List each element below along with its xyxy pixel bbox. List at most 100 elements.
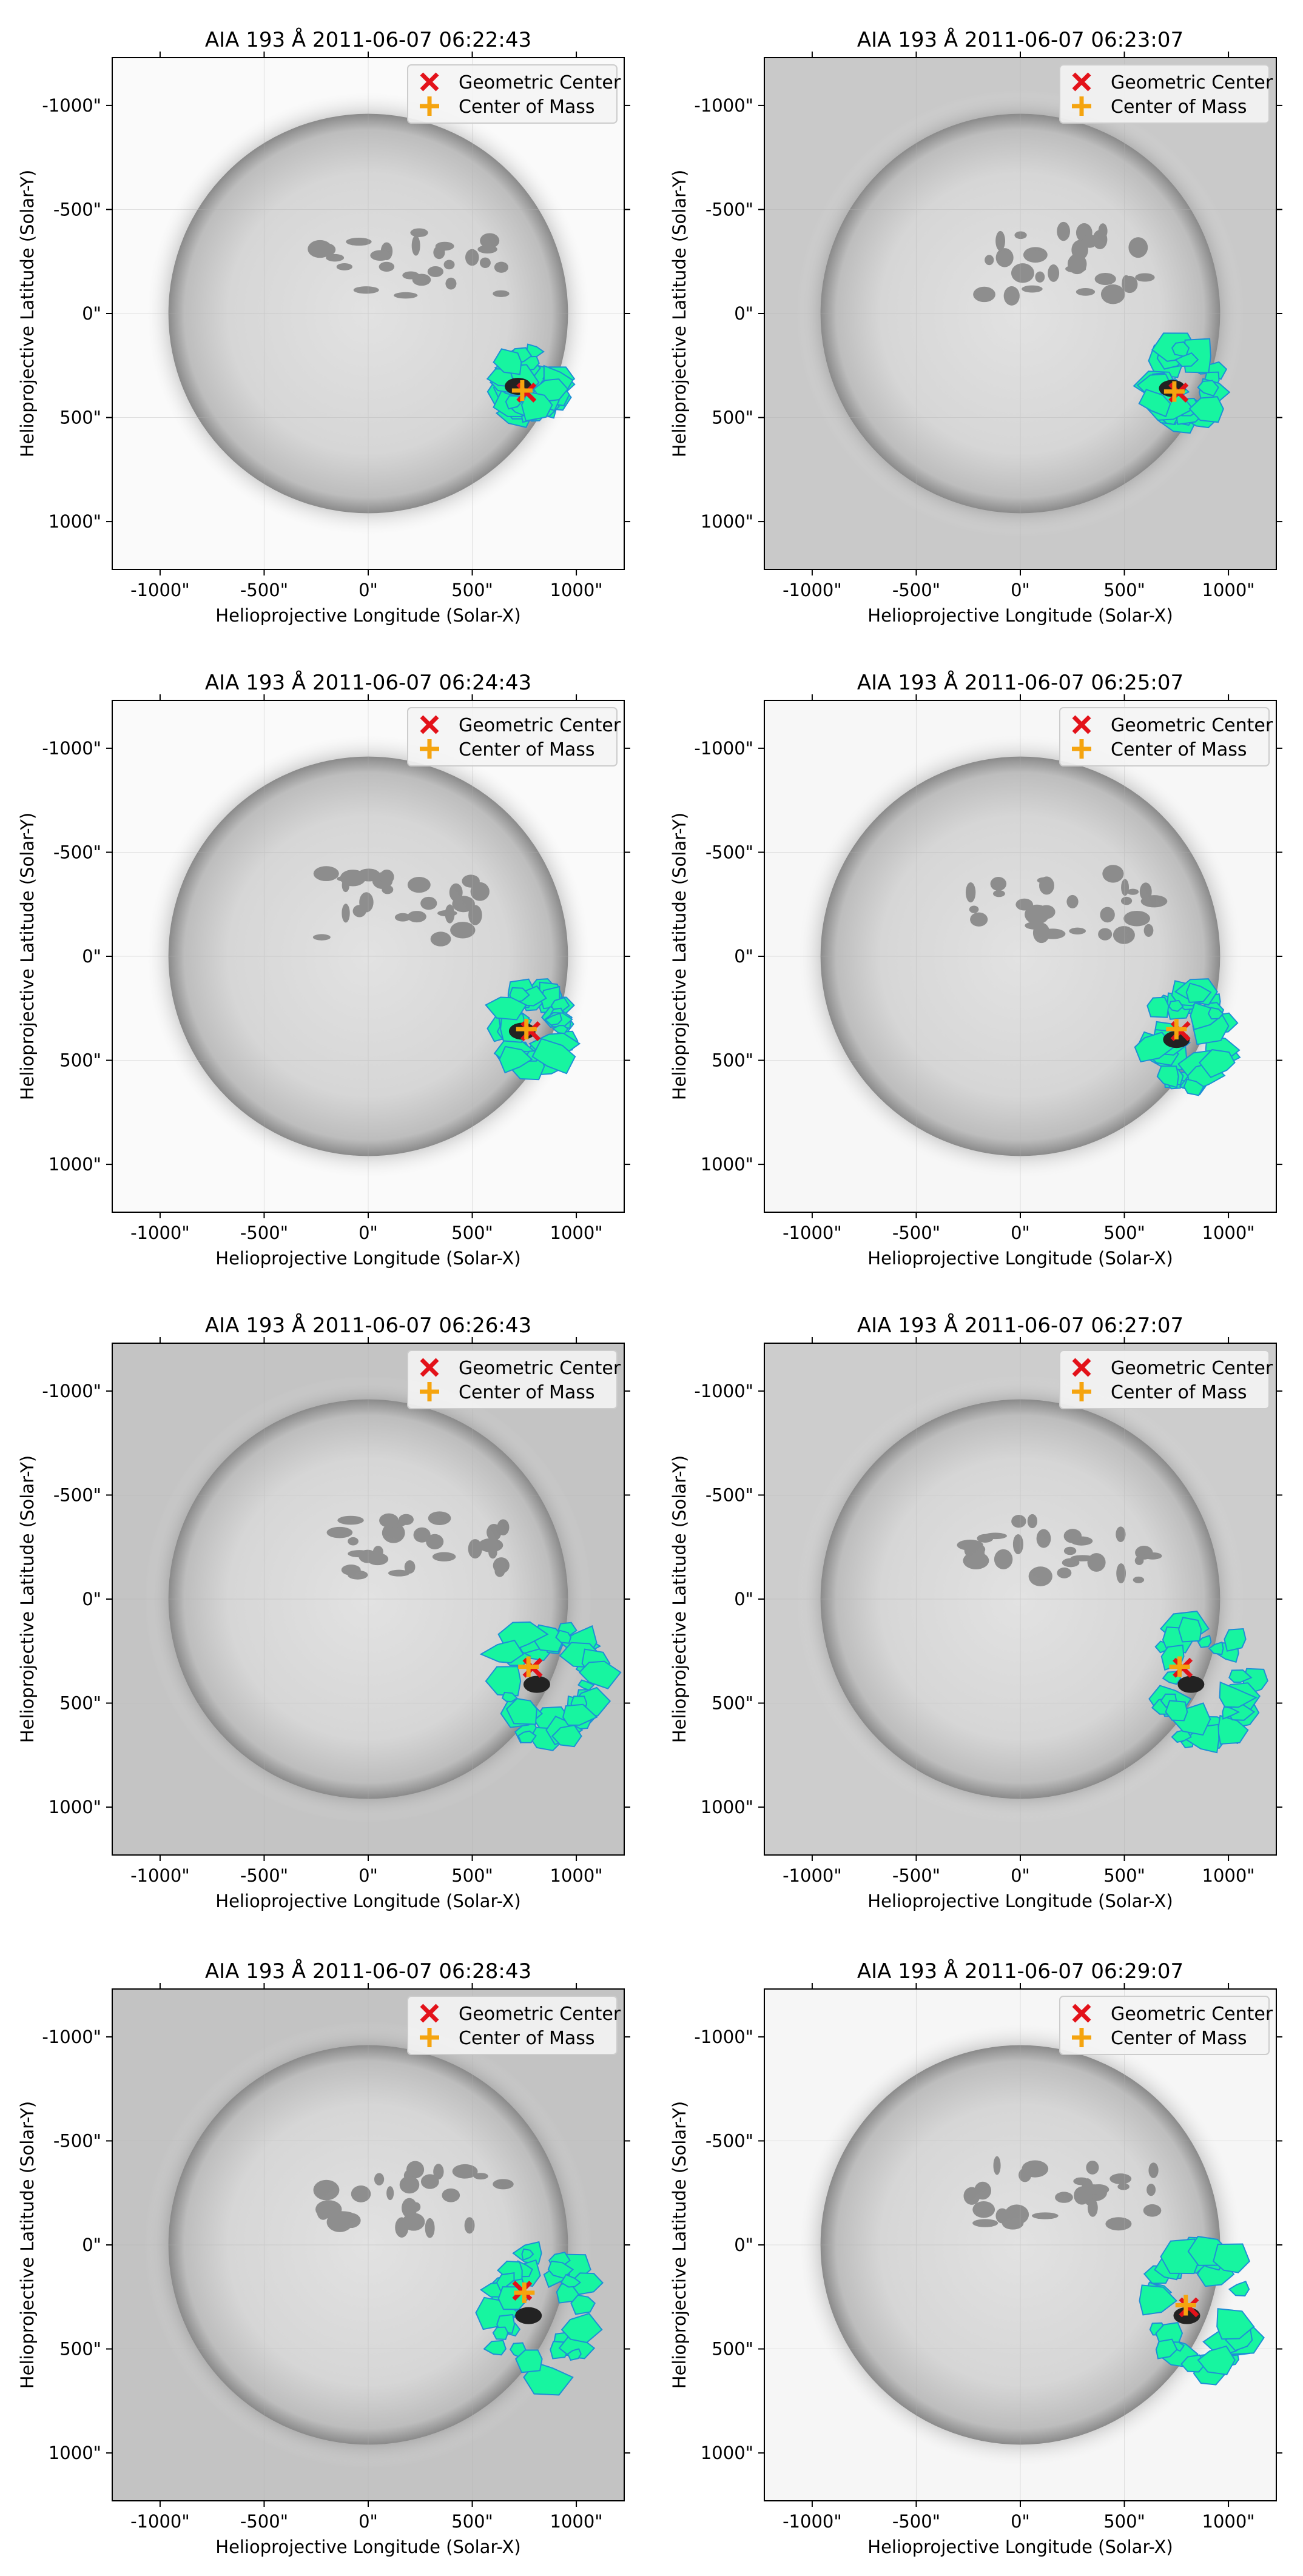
y-tick-label: 500" xyxy=(59,1693,101,1714)
legend: Geometric Center Center of Mass xyxy=(407,707,621,766)
x-tick-label: 500" xyxy=(1103,2511,1145,2532)
x-axis-label: Helioprojective Longitude (Solar-X) xyxy=(867,2537,1173,2557)
x-tick-label: -1000" xyxy=(130,2511,190,2532)
x-tick-label: -1000" xyxy=(783,2511,842,2532)
x-tick-label: -500" xyxy=(892,580,940,600)
solar-disk xyxy=(820,113,1221,514)
legend-center-of-mass-marker xyxy=(420,96,439,116)
solar-disk xyxy=(168,1399,568,1799)
chart-panel: -1000" -500" 0" 500" 1000" 1000" 500" 0" -500" -1… xyxy=(669,1959,1282,2557)
chart-panel: -1000" -500" 0" 500" 1000" 1000" 500" 0" -500" -1… xyxy=(669,670,1282,1269)
detected-region xyxy=(479,1621,622,1751)
active-region xyxy=(973,221,1155,306)
y-tick-label: -1000" xyxy=(42,2027,101,2047)
x-tick-label: -1000" xyxy=(130,1223,190,1243)
legend-label: Geometric Center xyxy=(459,715,621,736)
plot-area xyxy=(112,700,624,1212)
y-axis-label: Helioprojective Latitude (Solar-Y) xyxy=(17,2101,38,2389)
panel-title: AIA 193 Å 2011-06-07 06:26:43 xyxy=(205,1313,531,1338)
eruption-core xyxy=(1177,1675,1205,1693)
x-tick-label: 500" xyxy=(1103,1865,1145,1886)
legend-center-of-mass-marker xyxy=(1072,96,1091,116)
legend: Geometric Center Center of Mass xyxy=(1059,64,1273,124)
y-tick-label: 0" xyxy=(82,303,101,324)
y-tick-label: -1000" xyxy=(694,1381,753,1401)
panel-title: AIA 193 Å 2011-06-07 06:29:07 xyxy=(857,1959,1183,1984)
legend-box xyxy=(1059,707,1270,766)
x-axis-label: Helioprojective Longitude (Solar-X) xyxy=(215,2537,520,2557)
plot-area xyxy=(764,58,1276,569)
y-tick-label: -1000" xyxy=(694,2027,753,2047)
y-axis-label: Helioprojective Latitude (Solar-Y) xyxy=(669,170,690,457)
legend-center-of-mass-marker xyxy=(1072,1382,1091,1401)
x-tick-label: -500" xyxy=(892,1223,940,1243)
x-tick-label: 1000" xyxy=(1202,1865,1255,1886)
y-axis-label: Helioprojective Latitude (Solar-Y) xyxy=(669,813,690,1100)
panel-title: AIA 193 Å 2011-06-07 06:22:43 xyxy=(205,27,531,52)
legend-center-of-mass-marker xyxy=(420,1382,439,1401)
x-tick-label: 0" xyxy=(359,1865,378,1886)
x-tick-label: -1000" xyxy=(783,580,842,600)
legend-center-of-mass-marker xyxy=(420,2028,439,2047)
legend-label: Center of Mass xyxy=(459,96,595,118)
coordinate-grid xyxy=(112,58,624,569)
legend-geometric-center-marker xyxy=(1072,715,1091,734)
x-tick-label: -500" xyxy=(892,2511,940,2532)
x-tick-label: 0" xyxy=(359,1223,378,1243)
y-tick-label: 500" xyxy=(59,408,101,428)
plot-area xyxy=(112,1989,624,2501)
x-tick-label: 500" xyxy=(451,1223,493,1243)
legend-label: Geometric Center xyxy=(459,72,621,93)
legend-label: Center of Mass xyxy=(1111,2028,1247,2049)
legend-box xyxy=(1059,1996,1270,2055)
plot-area xyxy=(764,700,1276,1212)
x-tick-label: -500" xyxy=(240,1223,288,1243)
legend-label: Geometric Center xyxy=(459,1358,621,1379)
eruption-core xyxy=(515,2307,542,2324)
coordinate-grid xyxy=(764,1343,1276,1855)
legend-label: Center of Mass xyxy=(1111,1382,1247,1403)
panel-title: AIA 193 Å 2011-06-07 06:27:07 xyxy=(857,1313,1183,1338)
y-tick-label: 0" xyxy=(734,1589,753,1609)
x-tick-label: 1000" xyxy=(1202,1223,1255,1243)
detected-region xyxy=(1134,978,1241,1096)
x-tick-label: 0" xyxy=(1011,1865,1030,1886)
x-axis-label: Helioprojective Longitude (Solar-X) xyxy=(215,1891,520,1911)
legend-label: Center of Mass xyxy=(459,739,595,760)
legend-box xyxy=(407,64,618,124)
x-tick-label: 500" xyxy=(451,2511,493,2532)
plot-area xyxy=(764,1989,1276,2501)
x-tick-label: 1000" xyxy=(550,1223,603,1243)
y-tick-label: 1000" xyxy=(701,511,753,532)
y-tick-label: 500" xyxy=(712,2339,753,2360)
center-of-mass-marker xyxy=(514,2282,535,2303)
x-tick-label: 500" xyxy=(1103,1223,1145,1243)
coordinate-grid xyxy=(112,1989,624,2501)
coordinate-grid xyxy=(764,700,1276,1212)
detected-region xyxy=(475,2241,604,2396)
solar-disk xyxy=(820,2045,1221,2445)
legend-center-of-mass-marker xyxy=(420,739,439,759)
active-region xyxy=(308,228,510,299)
y-tick-label: 0" xyxy=(82,946,101,967)
x-tick-label: -500" xyxy=(240,1865,288,1886)
solar-disk xyxy=(820,1399,1221,1799)
center-of-mass-marker xyxy=(516,1019,537,1040)
x-tick-label: -1000" xyxy=(130,1865,190,1886)
center-of-mass-marker xyxy=(518,1656,539,1677)
legend: Geometric Center Center of Mass xyxy=(1059,707,1273,766)
y-tick-label: 500" xyxy=(712,1050,753,1071)
legend-box xyxy=(407,707,618,766)
legend: Geometric Center Center of Mass xyxy=(407,64,621,124)
y-tick-label: -1000" xyxy=(694,738,753,759)
center-of-mass-marker xyxy=(511,380,533,401)
chart-panel: -1000" -500" 0" 500" 1000" 1000" 500" 0" -500" -1… xyxy=(17,1959,630,2557)
y-axis-label: Helioprojective Latitude (Solar-Y) xyxy=(669,1455,690,1743)
y-tick-label: -500" xyxy=(705,842,753,862)
legend-label: Center of Mass xyxy=(1111,96,1247,118)
center-of-mass-marker xyxy=(1163,381,1185,402)
x-tick-label: 500" xyxy=(451,1865,493,1886)
x-axis-label: Helioprojective Longitude (Solar-X) xyxy=(867,1891,1173,1911)
x-tick-label: 0" xyxy=(1011,1223,1030,1243)
